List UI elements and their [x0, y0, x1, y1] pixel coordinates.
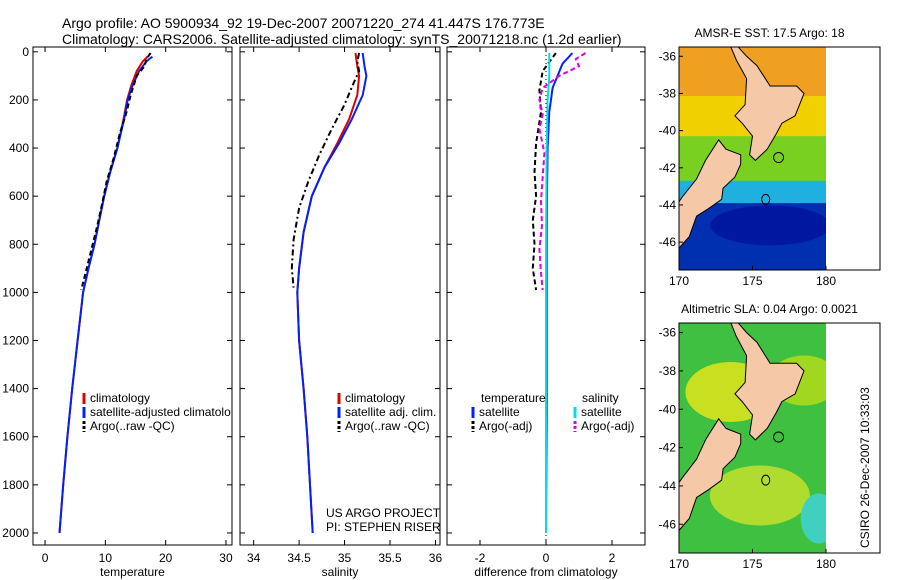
sst-map-ytick-label: -42: [659, 161, 677, 175]
sla-map-xtick-label: 175: [742, 557, 762, 571]
temp-legend-argo: Argo(..raw -QC): [90, 419, 175, 433]
sst-map-ytick-label: -38: [659, 86, 677, 100]
sst-map-field: [679, 47, 826, 270]
ytick-label: 200: [9, 93, 29, 107]
figure-title-line2: Climatology: CARS2006. Satellite-adjuste…: [62, 31, 622, 47]
sal-legend-climatology: climatology: [345, 391, 405, 405]
sla-map-ytick-label: -40: [659, 402, 677, 416]
ytick-label: 1000: [2, 285, 29, 299]
sst-map-xtick-label: 170: [669, 274, 689, 288]
difference-xtick-label: 2: [609, 551, 616, 565]
sla-map-blob-3: [709, 465, 810, 526]
diff-legend-temp-satellite: satellite: [479, 405, 520, 419]
sst-map-ytick-label: -40: [659, 124, 677, 138]
sst-map-title: AMSR-E SST: 17.5 Argo: 18: [694, 26, 844, 40]
temp-legend-satellite: satellite-adjusted climatolo: [90, 405, 231, 419]
salinity-xtick-label: 34: [247, 551, 261, 565]
temp-legend-climatology: climatology: [90, 391, 150, 405]
sst-map-ytick-label: -46: [659, 235, 677, 249]
diff-legend-temp-argo: Argo(-adj): [479, 419, 532, 433]
sla-map-field: [679, 323, 826, 553]
temperature-series-argo-raw-qc-: [80, 52, 152, 291]
sla-map-float-marker: [773, 431, 785, 443]
sla-map-chatham-rise-contour: [761, 474, 771, 486]
salinity-xtick-label: 35: [338, 551, 352, 565]
sla-map-ytick-label: -46: [659, 517, 677, 531]
salinity-xtick-label: 35.5: [378, 551, 402, 565]
sal-legend-argo: Argo(..raw -QC): [345, 419, 430, 433]
diff-legend-temperature-heading: temperature: [481, 391, 546, 405]
salinity-series-argo-raw-qc-: [290, 52, 361, 288]
difference-xtick-label: 0: [543, 551, 550, 565]
figure-title-line1: Argo profile: AO 5900934_92 19-Dec-2007 …: [62, 15, 545, 31]
diff-legend-sal-argo: Argo(-adj): [581, 419, 634, 433]
sla-map-ytick-label: -36: [659, 326, 677, 340]
sst-map-chatham-rise-contour: [761, 193, 771, 205]
ytick-label: 800: [9, 237, 29, 251]
temperature-axes-frame: [32, 46, 233, 546]
salinity-axes-frame: [239, 46, 441, 546]
ytick-label: 400: [9, 141, 29, 155]
sla-map-frame: [678, 322, 881, 554]
sal-legend-satellite: satellite adj. clim.: [345, 405, 436, 419]
ytick-label: 0: [22, 45, 29, 59]
sla-map-ytick-label: -38: [659, 364, 677, 378]
difference-xtick-label: -2: [475, 551, 486, 565]
sst-map-xtick-label: 175: [742, 274, 762, 288]
diff-legend-sal-satellite: satellite: [581, 405, 622, 419]
sla-map-land-south-island: [679, 417, 742, 532]
ytick-label: 1400: [2, 382, 29, 396]
temperature-xtick-label: 30: [219, 551, 233, 565]
ytick-label: 1800: [2, 478, 29, 492]
sst-map-float-marker: [773, 152, 785, 164]
sst-map-ytick-label: -44: [659, 198, 677, 212]
project-annotation: US ARGO PROJECT: [326, 506, 441, 520]
ytick-label: 2000: [2, 526, 29, 540]
temperature-xlabel: temperature: [100, 565, 165, 579]
sla-map-xtick-label: 180: [816, 557, 836, 571]
sst-map-frame: [678, 46, 881, 271]
sst-map-ytick-label: -36: [659, 49, 677, 63]
temperature-xtick-label: 10: [99, 551, 113, 565]
sla-map-blob-4: [800, 493, 826, 544]
sla-map-xtick-label: 170: [669, 557, 689, 571]
sla-map-ytick-label: -42: [659, 441, 677, 455]
difference-series-salinity-satellite: [545, 53, 551, 533]
ytick-label: 1600: [2, 430, 29, 444]
sla-map-ytick-label: -44: [659, 479, 677, 493]
temperature-xtick-label: 0: [42, 551, 49, 565]
sst-map-cold-core: [710, 205, 826, 246]
difference-series-temperature-argo-adj-: [531, 52, 557, 291]
salinity-xtick-label: 34.5: [287, 551, 311, 565]
ytick-label: 1200: [2, 334, 29, 348]
salinity-xtick-label: 36: [429, 551, 443, 565]
sla-map-land-north-island: [730, 323, 805, 441]
side-timestamp: CSIRO 26-Dec-2007 10:33:03: [858, 387, 872, 548]
sst-map-xtick-label: 180: [816, 274, 836, 288]
salinity-xlabel: salinity: [322, 565, 359, 579]
temperature-xtick-label: 20: [159, 551, 173, 565]
sst-map-land-south-island: [679, 139, 742, 249]
pi-annotation: PI: STEPHEN RISER: [326, 520, 441, 534]
difference-xlabel: difference from climatology: [474, 565, 617, 579]
difference-series-salinity-argo-adj-: [538, 52, 587, 291]
sla-map-title: Altimetric SLA: 0.04 Argo: 0.0021: [681, 302, 858, 316]
ytick-label: 600: [9, 189, 29, 203]
sst-map-land-north-island: [730, 47, 805, 162]
salinity-series-satellite-adj-clim-: [296, 52, 368, 534]
diff-legend-salinity-heading: salinity: [582, 391, 619, 405]
